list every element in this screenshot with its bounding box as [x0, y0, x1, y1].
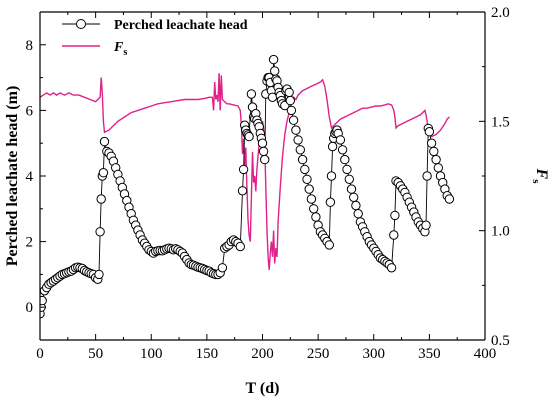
x-tick-label: 150 — [196, 346, 219, 362]
head-point — [340, 154, 350, 165]
head-point — [297, 154, 308, 165]
y-right-tick-label: 1.0 — [491, 224, 510, 240]
head-point — [390, 210, 400, 221]
head-point — [40, 295, 47, 306]
y-right-axis-title-main: F — [533, 168, 550, 180]
head-point — [257, 138, 268, 148]
x-tick-label: 250 — [307, 346, 330, 362]
head-point — [433, 163, 443, 173]
head-point — [95, 227, 105, 237]
head-point — [324, 240, 334, 250]
head-point — [342, 164, 352, 175]
head-point — [326, 171, 337, 181]
head-point — [94, 269, 104, 280]
x-tick-label: 350 — [418, 346, 441, 362]
fs-line — [40, 73, 450, 271]
head-point — [295, 145, 305, 155]
head-point — [306, 194, 317, 204]
head-point — [346, 184, 357, 194]
head-point — [270, 66, 280, 76]
head-point — [327, 141, 338, 152]
head-point — [284, 87, 294, 98]
head-point — [99, 136, 110, 147]
head-point — [386, 263, 397, 273]
head-point — [293, 135, 303, 145]
legend-fs-label-subscript: s — [123, 47, 127, 58]
y-left-tick-label: 2 — [26, 235, 34, 251]
head-point — [238, 164, 249, 175]
y-left-tick-label: 8 — [26, 38, 34, 54]
head-point — [258, 146, 269, 157]
x-tick-label: 100 — [140, 346, 163, 362]
head-point — [309, 204, 319, 214]
head-point — [98, 168, 109, 178]
head-point — [244, 131, 254, 142]
head-point — [291, 125, 301, 135]
head-point — [304, 184, 314, 194]
y-left-tick-label: 4 — [26, 169, 34, 185]
head-point — [300, 164, 310, 175]
head-point — [268, 54, 279, 65]
x-tick-label: 200 — [251, 346, 274, 362]
head-point — [335, 135, 346, 145]
y-left-tick-label: 6 — [26, 103, 34, 119]
x-tick-label: 0 — [36, 346, 44, 362]
y-left-tick-label: 0 — [26, 300, 34, 316]
head-point — [285, 95, 295, 106]
head-point — [426, 138, 437, 148]
y-left-axis-title: Perched leachate head (m) — [4, 86, 21, 267]
head-point — [325, 197, 336, 207]
y-right-tick-label: 2.0 — [491, 5, 510, 21]
head-point — [349, 192, 359, 203]
y-right-tick-label: 0.5 — [491, 333, 510, 349]
head-point — [288, 115, 299, 125]
head-point — [217, 263, 228, 273]
head-point — [422, 171, 432, 181]
x-tick-label: 400 — [474, 346, 497, 362]
axes-layer: 0 50 100 150 200 250 300 350 400 0 2 4 6 8 0.5 1.0 1.5 2.… — [4, 5, 550, 397]
head-point — [246, 89, 257, 99]
head-point — [96, 194, 106, 204]
y-right-axis-title: Fs — [530, 168, 550, 185]
head-point — [351, 200, 361, 211]
legend-head-label: Perched leachate head — [114, 18, 248, 33]
head-point — [389, 230, 399, 240]
head-point — [344, 174, 354, 185]
head-point — [302, 174, 312, 185]
head-point — [444, 194, 455, 204]
y-right-axis-title-subscript: s — [530, 179, 542, 184]
head-point — [424, 127, 435, 137]
y-right-tick-label: 1.5 — [491, 114, 510, 130]
head-point — [260, 154, 270, 165]
head-point — [353, 209, 363, 219]
head-point — [237, 186, 248, 196]
x-axis-title: T (d) — [246, 380, 280, 397]
legend-fs-label: Fs — [113, 40, 127, 58]
head-point — [337, 145, 348, 155]
head-point — [286, 105, 297, 116]
head-point — [311, 212, 321, 222]
legend-fs-label-main: F — [113, 40, 124, 55]
head-point — [431, 154, 441, 165]
series-layer — [40, 54, 455, 319]
x-tick-label: 300 — [363, 346, 386, 362]
legend: Perched leachate head Fs — [62, 18, 248, 58]
head-point — [235, 241, 246, 252]
legend-head-marker — [76, 19, 86, 29]
head-point — [429, 146, 439, 157]
head-point — [421, 220, 431, 230]
x-tick-label: 50 — [88, 346, 103, 362]
